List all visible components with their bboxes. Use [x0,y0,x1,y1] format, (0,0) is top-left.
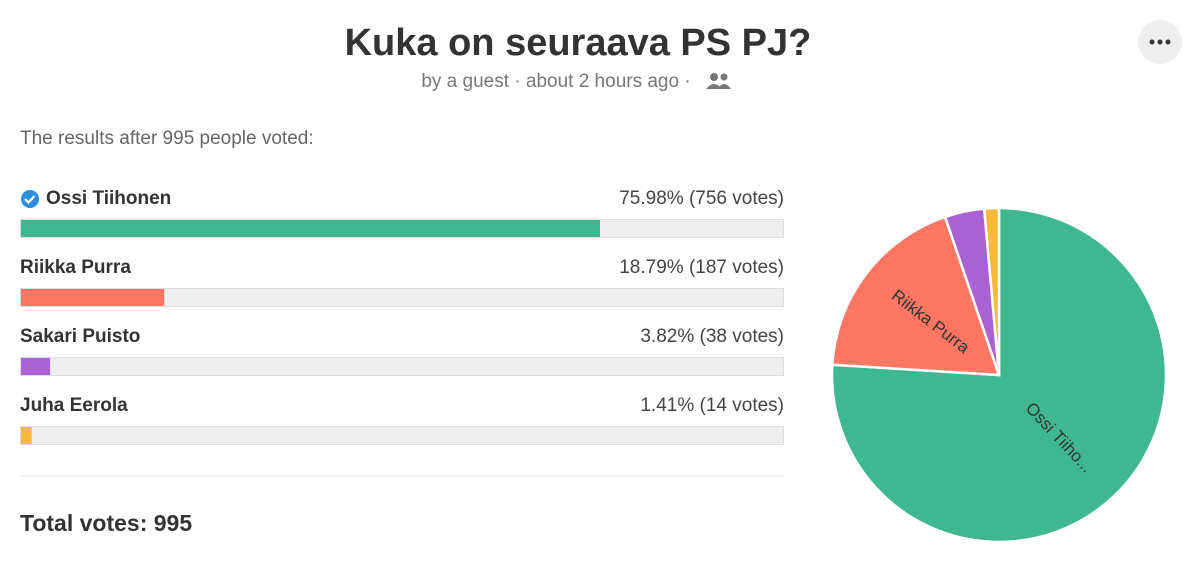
bar [21,358,51,375]
option-name: Sakari Puisto [20,326,140,347]
pie-slice [982,206,1001,376]
byline: by a guest · about 2 hours ago · [421,71,690,92]
bar [21,220,600,237]
bar-track [20,357,784,376]
bar-track [20,288,784,307]
option-result: 3.82% (38 votes) [640,326,784,347]
intro: The results after 995 people voted: [20,128,314,149]
option-name: Juha Eerola [20,395,128,416]
bar [21,427,32,444]
menu-button[interactable] [1138,20,1182,64]
bar-track [20,426,784,445]
pie-slice [830,206,1168,544]
option-result: 75.98% (756 votes) [619,188,784,209]
winner-check [21,190,39,208]
option-result: 18.79% (187 votes) [619,257,784,278]
winner-check-mark [24,195,36,205]
bar [21,289,165,306]
poll-title: Kuka on seuraava PS PJ? [345,22,812,64]
option-name: Riikka Purra [20,257,131,278]
option-result: 1.41% (14 votes) [640,395,784,416]
users-icon [706,73,731,89]
total-votes: Total votes: 995 [20,510,192,536]
option-name: Ossi Tiihonen [46,188,171,209]
